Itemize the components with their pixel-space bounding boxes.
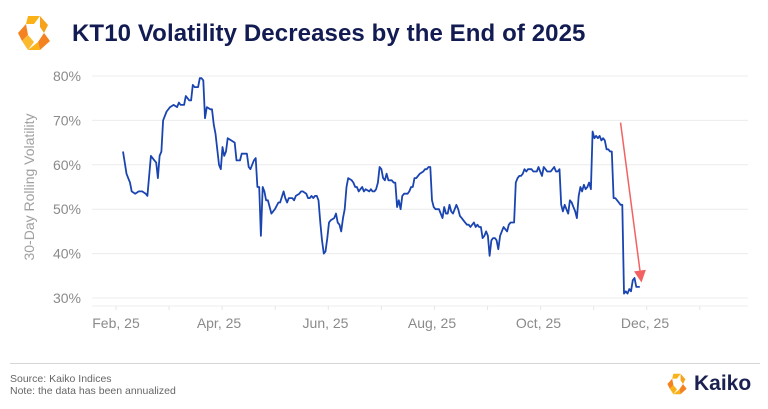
- x-tick-label: Dec, 25: [621, 315, 669, 331]
- chart-header: KT10 Volatility Decreases by the End of …: [0, 0, 768, 66]
- annotations: [619, 122, 646, 283]
- source-text: Source: Kaiko Indices: [10, 373, 112, 385]
- brand-logo: Kaiko: [665, 370, 751, 398]
- brand-name: Kaiko: [694, 372, 752, 395]
- kaiko-logo-icon: [667, 373, 687, 395]
- series-group: [122, 77, 640, 295]
- footer-notes: Source: Kaiko Indices Note: the data has…: [10, 373, 176, 397]
- y-axis: 30% 40% 50% 60% 70% 80%: [53, 68, 81, 306]
- footer-divider: [10, 363, 760, 364]
- y-tick-label: 50%: [53, 201, 81, 217]
- gridlines: [92, 75, 748, 307]
- y-tick-label: 30%: [53, 290, 81, 306]
- trend-arrow-head: [633, 269, 646, 283]
- x-tick-label: Aug, 25: [408, 315, 456, 331]
- series-line: [122, 77, 640, 295]
- y-axis-title: 30-Day Rolling Volatility: [21, 113, 37, 260]
- x-tick-label: Jun, 25: [303, 315, 349, 331]
- y-tick-label: 70%: [53, 112, 81, 128]
- y-tick-label: 40%: [53, 246, 81, 262]
- y-tick-label: 60%: [53, 157, 81, 173]
- y-tick-label: 80%: [53, 68, 81, 84]
- chart-title: KT10 Volatility Decreases by the End of …: [72, 20, 586, 47]
- kaiko-logo-icon: [18, 16, 50, 50]
- x-tick-label: Oct, 25: [516, 315, 561, 331]
- x-axis: Feb, 25 Apr, 25 Jun, 25 Aug, 25 Oct, 25 Dec, …: [92, 306, 701, 331]
- note-text: Note: the data has been annualized: [10, 385, 176, 397]
- x-tick-label: Feb, 25: [92, 315, 140, 331]
- x-tick-label: Apr, 25: [197, 315, 242, 331]
- trend-arrow-shaft: [619, 122, 641, 271]
